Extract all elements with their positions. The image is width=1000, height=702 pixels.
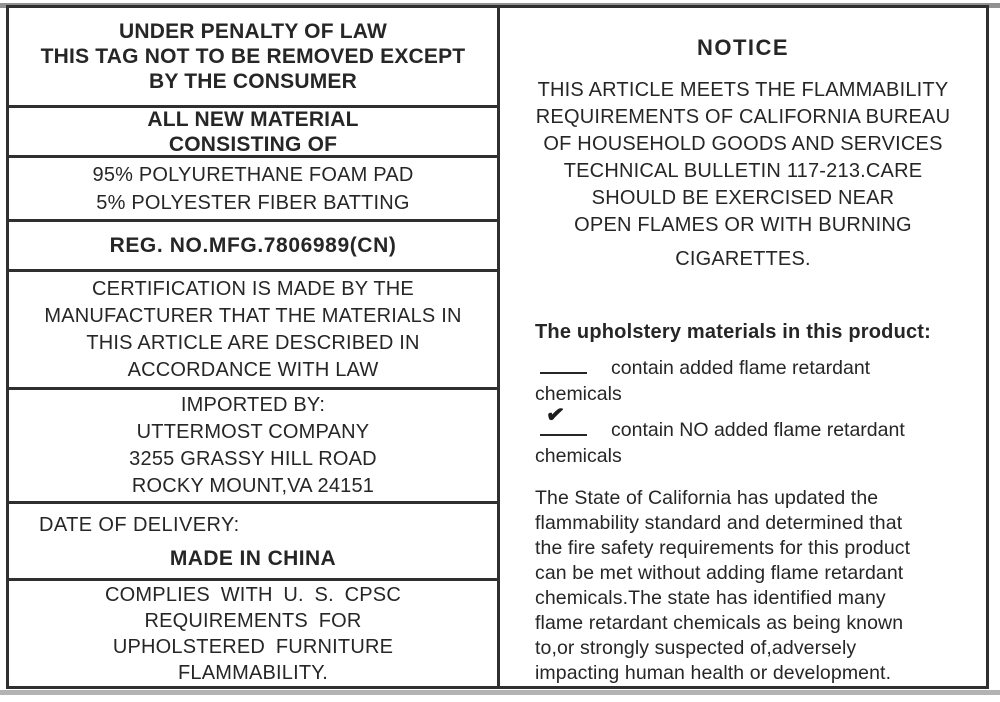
state-line-1: The State of California has updated the bbox=[535, 487, 879, 509]
penalty-line-2: THIS TAG NOT TO BE REMOVED EXCEPT bbox=[40, 45, 466, 68]
blank-line-icon: ✔ bbox=[540, 401, 587, 436]
compliance-line-1: COMPLIES WITH U. S. CPSC bbox=[105, 583, 401, 606]
importer-street: 3255 GRASSY HILL ROAD bbox=[129, 447, 377, 470]
notice-line-3: OF HOUSEHOLD GOODS AND SERVICES bbox=[543, 133, 943, 155]
certification-section: CERTIFICATION IS MADE BY THE MANUFACTURE… bbox=[9, 272, 497, 390]
compliance-line-2: REQUIREMENTS FOR bbox=[144, 609, 362, 632]
penalty-line-1: UNDER PENALTY OF LAW bbox=[118, 20, 388, 43]
notice-line-6: OPEN FLAMES OR WITH BURNING bbox=[574, 214, 912, 236]
state-line-8: impacting human health or development. bbox=[535, 662, 892, 684]
material-line-2: CONSISTING OF bbox=[168, 132, 338, 156]
importer-label: IMPORTED BY: bbox=[180, 393, 326, 416]
state-line-7: to,or strongly suspected of,adversely bbox=[535, 637, 857, 659]
date-of-delivery-label: DATE OF DELIVERY: bbox=[39, 514, 240, 536]
scan-artifact-bottom bbox=[0, 690, 1000, 695]
notice-column: NOTICE THIS ARTICLE MEETS THE FLAMMABILI… bbox=[500, 8, 986, 686]
material-line-1: ALL NEW MATERIAL bbox=[147, 107, 359, 131]
importer-name: UTTERMOST COMPANY bbox=[136, 420, 370, 443]
certification-line-4: ACCORDANCE WITH LAW bbox=[127, 358, 379, 381]
option-checked-text: contain NO added flame retardant bbox=[611, 419, 905, 441]
compliance-line-4: FLAMMABILITY. bbox=[177, 661, 329, 684]
contents-section: 95% POLYURETHANE FOAM PAD 5% POLYESTER F… bbox=[9, 158, 497, 222]
made-in-china-text: MADE IN CHINA bbox=[169, 547, 337, 570]
registration-section: REG. NO.MFG.7806989(CN) bbox=[9, 222, 497, 272]
option-unchecked-wrap-text: chemicals bbox=[535, 383, 622, 405]
importer-section: IMPORTED BY: UTTERMOST COMPANY 3255 GRAS… bbox=[9, 390, 497, 504]
penalty-header-section: UNDER PENALTY OF LAW THIS TAG NOT TO BE … bbox=[9, 8, 497, 108]
content-line-2: 5% POLYESTER FIBER BATTING bbox=[96, 191, 410, 214]
compliance-line-3: UPHOLSTERED FURNITURE bbox=[112, 635, 394, 658]
certification-line-3: THIS ARTICLE ARE DESCRIBED IN bbox=[86, 331, 420, 354]
penalty-line-3: BY THE CONSUMER bbox=[149, 70, 357, 93]
state-line-2: flammability standard and determined tha… bbox=[535, 512, 903, 534]
option-unchecked-text: contain added flame retardant bbox=[611, 357, 871, 379]
notice-body: THIS ARTICLE MEETS THE FLAMMABILITY REQU… bbox=[500, 77, 986, 273]
certification-line-1: CERTIFICATION IS MADE BY THE bbox=[92, 277, 414, 300]
importer-city: ROCKY MOUNT,VA 24151 bbox=[131, 474, 375, 497]
check-icon: ✔ bbox=[544, 401, 566, 428]
compliance-section: COMPLIES WITH U. S. CPSC REQUIREMENTS FO… bbox=[9, 581, 497, 686]
flame-retardant-option-unchecked: contain added flame retardant bbox=[540, 356, 976, 380]
blank-line-icon bbox=[540, 358, 587, 374]
certification-line-2: MANUFACTURER THAT THE MATERIALS IN bbox=[44, 304, 462, 327]
notice-line-1: THIS ARTICLE MEETS THE FLAMMABILITY bbox=[537, 79, 949, 101]
state-line-4: can be met without adding flame retardan… bbox=[535, 562, 904, 584]
option-checked-wrap-text: chemicals bbox=[535, 445, 622, 467]
state-line-6: flame retardant chemicals as being known bbox=[535, 612, 904, 634]
notice-line-5: SHOULD BE EXERCISED NEAR bbox=[591, 187, 895, 209]
law-label: UNDER PENALTY OF LAW THIS TAG NOT TO BE … bbox=[6, 5, 989, 689]
notice-title: NOTICE bbox=[696, 35, 790, 60]
delivery-section: DATE OF DELIVERY: MADE IN CHINA bbox=[9, 504, 497, 581]
state-paragraph: The State of California has updated the … bbox=[535, 486, 958, 686]
content-line-1: 95% POLYURETHANE FOAM PAD bbox=[92, 163, 414, 186]
state-line-5: chemicals.The state has identified many bbox=[535, 587, 886, 609]
material-header-section: ALL NEW MATERIAL CONSISTING OF bbox=[9, 108, 497, 158]
notice-line-7: CIGARETTES. bbox=[675, 248, 811, 270]
flame-retardant-option-checked: ✔ contain NO added flame retardant bbox=[540, 401, 976, 442]
state-line-3: the fire safety requirements for this pr… bbox=[535, 537, 911, 559]
registration-number: REG. NO.MFG.7806989(CN) bbox=[109, 233, 397, 257]
upholstery-heading: The upholstery materials in this product… bbox=[535, 321, 932, 343]
notice-line-4: TECHNICAL BULLETIN 117-213.CARE bbox=[563, 160, 923, 182]
penalty-column: UNDER PENALTY OF LAW THIS TAG NOT TO BE … bbox=[9, 8, 500, 686]
notice-line-2: REQUIREMENTS OF CALIFORNIA BUREAU bbox=[535, 106, 951, 128]
